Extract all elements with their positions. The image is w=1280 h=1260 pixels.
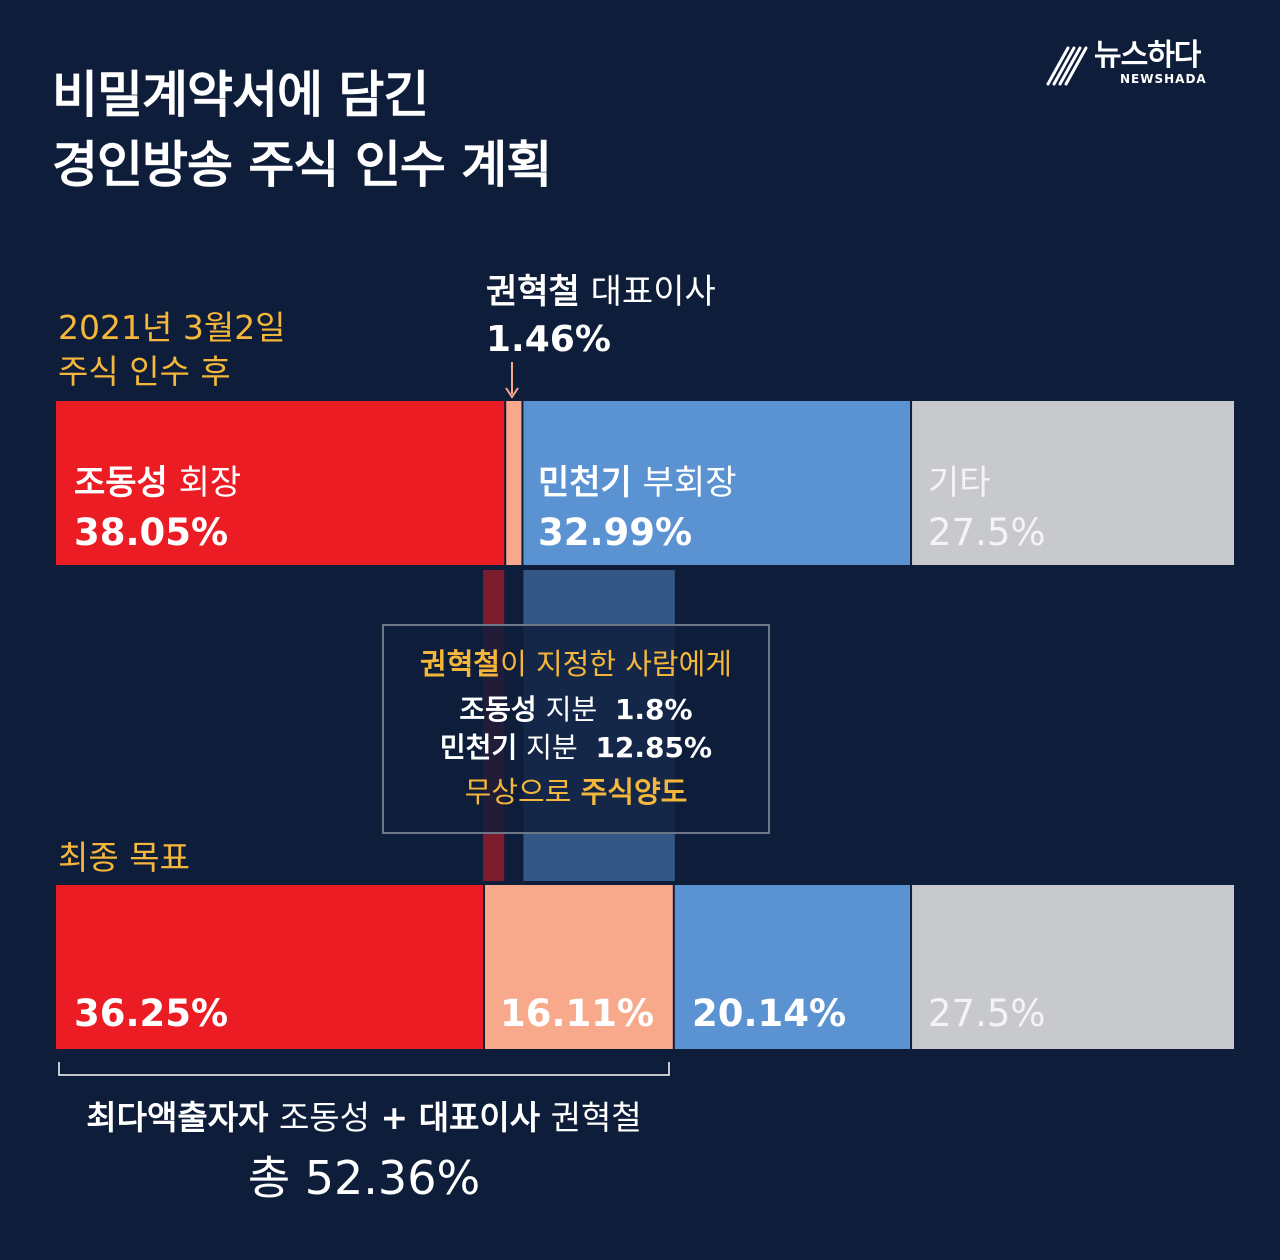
box-line3-name: 민천기: [439, 731, 518, 764]
row1-cho-value: 38.05%: [74, 511, 229, 554]
kwon-callout: 권혁철 대표이사 1.46%: [486, 268, 716, 364]
box-line2-name: 조동성: [459, 693, 537, 726]
callout-pct: 1.46%: [486, 319, 611, 360]
callout-role: 대표이사: [590, 272, 716, 312]
row1-min-role: 부회장: [642, 463, 737, 503]
summary-total: 총 52.36%: [247, 1151, 481, 1205]
row1-label-line2: 주식 인수 후: [58, 352, 231, 391]
row1-min-label: 민천기 부회장 32.99%: [538, 458, 737, 558]
bar-row1-cho: [56, 401, 505, 565]
combined-bracket: [58, 1062, 670, 1076]
row1-other-label: 기타 27.5%: [928, 458, 1046, 558]
callout-name: 권혁철: [486, 272, 580, 312]
row2-cho-value: 36.25%: [74, 992, 229, 1035]
summary-plus: +: [380, 1098, 409, 1137]
row1-label-line1: 2021년 3월2일: [58, 308, 286, 347]
row1-cho-role: 회장: [178, 463, 242, 503]
bar-row2-kwon: [485, 885, 673, 1049]
newshada-logo-icon: [1046, 46, 1088, 86]
row1-min-value: 32.99%: [538, 511, 693, 554]
box-line3-label: 지분: [526, 731, 578, 764]
row2-label: 최종 목표: [58, 838, 190, 877]
box-line-3: 민천기 지분 12.85%: [384, 728, 768, 768]
summary-bold2: 대표이사: [418, 1098, 541, 1137]
logo-name: 뉴스하다: [1094, 38, 1201, 73]
page-title: 비밀계약서에 담긴 경인방송 주식 인수 계획: [52, 60, 552, 200]
bar-row1-other: [912, 401, 1234, 565]
box-line-2: 조동성 지분 1.8%: [384, 690, 768, 730]
title-line-1: 비밀계약서에 담긴: [52, 66, 429, 124]
box-line3-pct: 12.85%: [595, 731, 713, 764]
row1-cho-label: 조동성 회장 38.05%: [74, 458, 241, 558]
title-line-2: 경인방송 주식 인수 계획: [52, 136, 552, 194]
box-line2-label: 지분: [545, 693, 598, 726]
bar-row1-kwon: [506, 401, 522, 565]
row1-min-name: 민천기: [538, 463, 632, 503]
summary-line: 최다액출자자 조동성 + 대표이사 권혁철: [0, 1096, 728, 1140]
box-line1-name: 권혁철: [420, 647, 501, 681]
transfer-info-box: 권혁철이 지정한 사람에게 조동성 지분 1.8% 민천기 지분 12.85% …: [382, 624, 770, 834]
box-line-4: 무상으로 주식양도: [384, 772, 768, 812]
row1-label: 2021년 3월2일 주식 인수 후: [58, 306, 286, 394]
bar-row2-other: [912, 885, 1234, 1049]
row1-other-value: 27.5%: [928, 511, 1046, 554]
box-line-1: 권혁철이 지정한 사람에게: [384, 644, 768, 684]
down-arrow-icon: [505, 362, 519, 399]
summary-name1: 조동성: [278, 1098, 371, 1137]
box-line4-bold: 주식양도: [580, 775, 688, 809]
bar-row2-min: [674, 885, 911, 1049]
box-line1-rest: 이 지정한 사람에게: [500, 647, 732, 681]
row1-other-name: 기타: [928, 463, 991, 503]
row2-kwon-value: 16.11%: [500, 992, 655, 1035]
box-line4-rest: 무상으로: [464, 775, 572, 809]
summary-name2: 권혁철: [550, 1098, 642, 1137]
row2-other-value: 27.5%: [928, 992, 1046, 1035]
row2-min-value: 20.14%: [692, 992, 847, 1035]
bar-row1-min: [523, 401, 911, 565]
row1-cho-name: 조동성: [74, 463, 168, 503]
bar-row2-cho: [56, 885, 484, 1049]
summary-bold1: 최다액출자자: [86, 1098, 269, 1137]
logo-subtitle: NEWSHADA: [1120, 72, 1207, 86]
box-line2-pct: 1.8%: [614, 693, 693, 726]
